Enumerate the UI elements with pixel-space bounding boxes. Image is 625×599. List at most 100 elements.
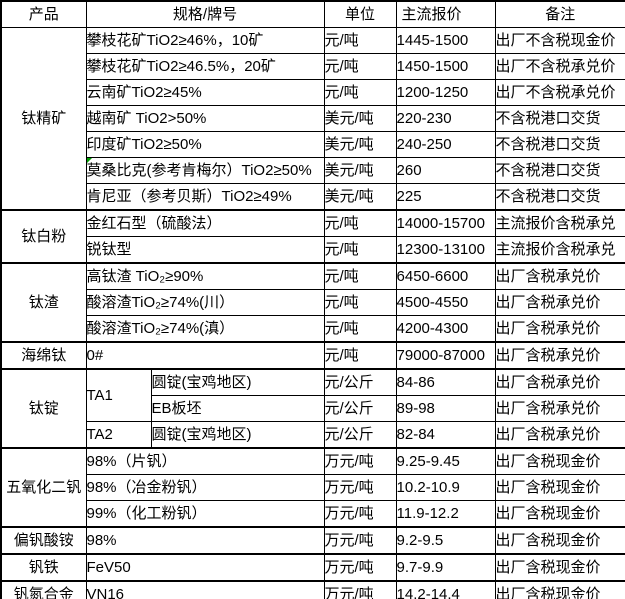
grade-cell: TA1 (85, 368, 152, 422)
spec-cell: 印度矿TiO2≥50% (85, 131, 325, 158)
note-cell: 出厂不含税承兑价 (494, 79, 625, 106)
price-cell: 1450-1500 (395, 53, 496, 80)
unit-cell: 元/吨 (323, 209, 397, 237)
note-cell: 不含税港口交货 (494, 157, 625, 184)
spec-cell: 莫桑比克(参考肯梅尔）TiO2≥50% (85, 157, 325, 184)
spec-cell: 99%（化工粉钒） (85, 500, 325, 528)
price-cell: 240-250 (395, 131, 496, 158)
table-row: 印度矿TiO2≥50% 美元/吨 240-250 不含税港口交货 (1, 131, 625, 158)
price-cell: 14000-15700 (395, 209, 496, 237)
price-cell: 14.2-14.4 (395, 580, 496, 599)
unit-cell: 元/公斤 (323, 368, 397, 396)
table-row: 钛精矿 攀枝花矿TiO2≥46%，10矿 元/吨 1445-1500 出厂不含税… (0, 27, 625, 211)
unit-cell: 元/吨 (323, 79, 397, 106)
unit-cell: 元/吨 (323, 262, 397, 290)
price-cell: 84-86 (395, 368, 496, 396)
price-cell: 10.2-10.9 (395, 474, 496, 501)
note-cell: 出厂含税现金价 (494, 500, 625, 528)
price-cell: 220-230 (395, 105, 496, 132)
price-cell: 6450-6600 (395, 262, 496, 290)
table-row: 钛白粉 金红石型（硫酸法） 元/吨 14000-15700 主流报价含税承兑 (0, 209, 625, 264)
note-cell: 出厂含税现金价 (494, 447, 625, 475)
price-cell: 9.7-9.9 (395, 553, 496, 582)
note-cell: 出厂含税现金价 (494, 474, 625, 501)
product-group-cell: 钛锭 (0, 368, 87, 449)
table-row: EB板坯 元/公斤 89-98 出厂含税承兑价 (1, 395, 625, 422)
unit-cell: 万元/吨 (323, 500, 397, 528)
table-row: 攀枝花矿TiO2≥46.5%，20矿 元/吨 1450-1500 出厂不含税承兑… (1, 53, 625, 80)
unit-cell: 万元/吨 (323, 447, 397, 475)
note-cell: 出厂含税承兑价 (494, 289, 625, 316)
column-header-product: 产品 (0, 0, 87, 28)
spec-cell: 酸溶渣TiO₂≥74%(川） (85, 289, 325, 316)
unit-cell: 美元/吨 (323, 131, 397, 158)
note-cell: 主流报价含税承兑 (494, 236, 625, 264)
note-cell: 主流报价含税承兑 (494, 209, 625, 237)
spec-cell: VN16 (85, 580, 325, 599)
price-cell: 11.9-12.2 (395, 500, 496, 528)
table-row: 五氧化二钒 98%（片钒） 万元/吨 9.25-9.45 出厂含税现金价 (0, 447, 625, 528)
column-header-note: 备注 (494, 0, 625, 28)
note-cell: 出厂含税现金价 (494, 580, 625, 599)
note-cell: 出厂含税承兑价 (494, 395, 625, 422)
product-group-cell: 钛渣 (0, 262, 87, 343)
unit-cell: 万元/吨 (323, 526, 397, 555)
table-row: 云南矿TiO2≥45% 元/吨 1200-1250 出厂不含税承兑价 (1, 79, 625, 106)
product-group-cell: 偏钒酸铵 (0, 526, 87, 555)
spec-cell: 攀枝花矿TiO2≥46.5%，20矿 (85, 53, 325, 80)
unit-cell: 美元/吨 (323, 157, 397, 184)
product-group-cell: 钛精矿 (0, 27, 87, 211)
unit-cell: 元/公斤 (323, 395, 397, 422)
table-row: TA2 圆锭(宝鸡地区) 元/公斤 82-84 出厂含税承兑价 (1, 421, 625, 449)
table-row: 99%（化工粉钒） 万元/吨 11.9-12.2 出厂含税现金价 (1, 500, 625, 528)
price-cell: 1200-1250 (395, 79, 496, 106)
product-group-cell: 海绵钛 (0, 341, 87, 370)
spec-cell: 云南矿TiO2≥45% (85, 79, 325, 106)
note-cell: 不含税港口交货 (494, 131, 625, 158)
column-header-spec: 规格/牌号 (85, 0, 325, 28)
unit-cell: 美元/吨 (323, 183, 397, 211)
table-row: 钒铁 FeV50 万元/吨 9.7-9.9 出厂含税现金价 (0, 553, 625, 582)
table-row: 锐钛型 元/吨 12300-13100 主流报价含税承兑 (1, 236, 625, 264)
price-cell: 12300-13100 (395, 236, 496, 264)
unit-cell: 元/吨 (323, 341, 397, 370)
table-row: 酸溶渣TiO₂≥74%(滇） 元/吨 4200-4300 出厂含税承兑价 (1, 315, 625, 343)
unit-cell: 万元/吨 (323, 553, 397, 582)
header-row: 产品 规格/牌号 单位 主流报价 备注 (0, 0, 625, 28)
type-cell: 圆锭(宝鸡地区) (150, 368, 325, 396)
unit-cell: 元/吨 (323, 315, 397, 343)
price-cell: 4200-4300 (395, 315, 496, 343)
spec-cell: 98%（片钒） (85, 447, 325, 475)
unit-cell: 元/吨 (323, 53, 397, 80)
product-group-cell: 钒铁 (0, 553, 87, 582)
price-cell: 79000-87000 (395, 341, 496, 370)
table-row: 莫桑比克(参考肯梅尔）TiO2≥50% 美元/吨 260 不含税港口交货 (1, 157, 625, 184)
product-group-cell: 钛白粉 (0, 209, 87, 264)
table-row: 钒氮合金 VN16 万元/吨 14.2-14.4 出厂含税现金价 (0, 580, 625, 599)
unit-cell: 元/吨 (323, 236, 397, 264)
spec-cell: FeV50 (85, 553, 325, 582)
type-cell: 圆锭(宝鸡地区) (150, 421, 325, 449)
spec-cell: 越南矿 TiO2>50% (85, 105, 325, 132)
unit-cell: 万元/吨 (323, 580, 397, 599)
unit-cell: 万元/吨 (323, 474, 397, 501)
note-cell: 出厂不含税现金价 (494, 27, 625, 54)
grade-cell: TA2 (85, 421, 152, 449)
note-cell: 不含税港口交货 (494, 105, 625, 132)
spec-cell: 98%（冶金粉钒） (85, 474, 325, 501)
price-cell: 225 (395, 183, 496, 211)
spec-cell: 金红石型（硫酸法） (85, 209, 325, 237)
table-row: 海绵钛 0# 元/吨 79000-87000 出厂含税承兑价 (0, 341, 625, 370)
price-cell: 1445-1500 (395, 27, 496, 54)
price-cell: 260 (395, 157, 496, 184)
spec-cell: 98% (85, 526, 325, 555)
note-cell: 出厂含税承兑价 (494, 368, 625, 396)
column-header-price: 主流报价 (395, 0, 496, 28)
price-cell: 9.2-9.5 (395, 526, 496, 555)
unit-cell: 美元/吨 (323, 105, 397, 132)
table-row: 越南矿 TiO2>50% 美元/吨 220-230 不含税港口交货 (1, 105, 625, 132)
column-header-unit: 单位 (323, 0, 397, 28)
type-cell: EB板坯 (150, 395, 325, 422)
